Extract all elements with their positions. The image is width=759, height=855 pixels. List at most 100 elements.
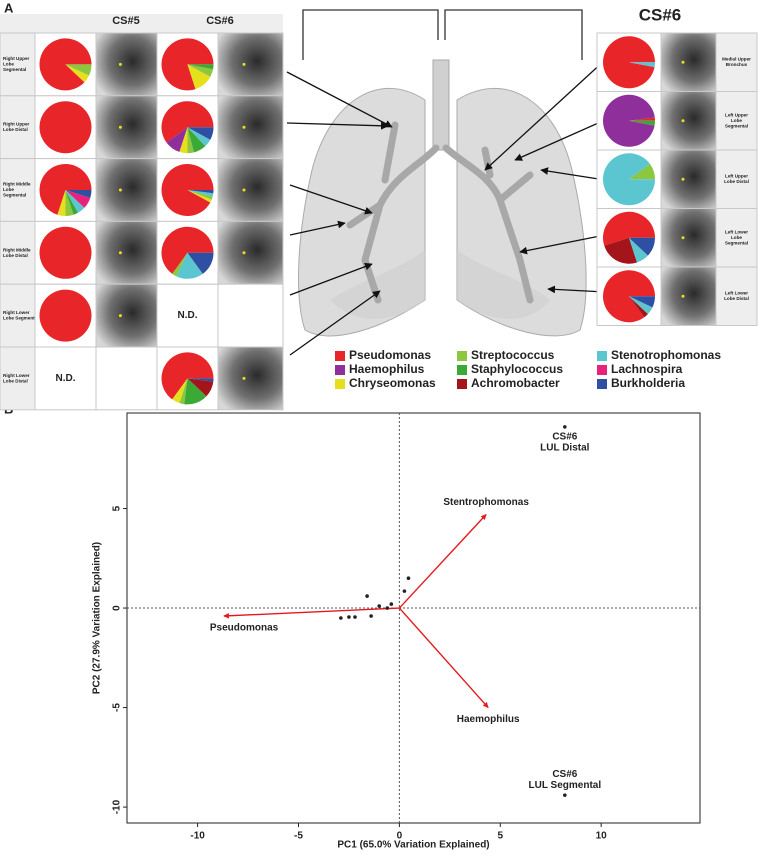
sample-point (339, 616, 343, 620)
pie-slice (176, 252, 203, 279)
loading-label: Haemophilus (457, 714, 520, 725)
point-label: LUL Segmental (529, 780, 602, 791)
pie-slice (187, 64, 214, 70)
row-label: Segmental (3, 67, 26, 72)
legend-label: Chryseomonas (349, 376, 436, 390)
pie-slice (65, 190, 92, 199)
row-label: Lobe Distal (724, 179, 749, 184)
pie-slice (187, 127, 214, 140)
loading-arrow (398, 607, 489, 709)
legend-swatch (597, 365, 607, 375)
legend-label: Lachnospira (611, 362, 683, 376)
label-cell (715, 32, 758, 92)
x-tick-label: 0 (397, 831, 403, 842)
header-band (0, 14, 283, 33)
ct-spot (242, 376, 246, 380)
column-header: CS#5 (112, 15, 140, 27)
row-label: Segmental (725, 240, 748, 245)
pie-slice (161, 226, 214, 274)
row-label: Lobe Distal (3, 378, 28, 383)
pie-slice (39, 226, 92, 279)
loading-arrow (398, 514, 487, 609)
cell (95, 346, 158, 411)
ct-spot (681, 294, 685, 298)
column-header: CS#6 (639, 5, 682, 24)
ct-image (217, 220, 284, 285)
pie-slice (39, 38, 92, 91)
pie-slice (65, 190, 85, 213)
row-label: Right Upper (3, 122, 29, 127)
row-label: Left Upper (725, 112, 748, 117)
pie-slice (187, 64, 214, 77)
label-cell (0, 95, 36, 160)
panel-a: CS#5 CS#6 Right Upper Lobe Segmental Right Up… (0, 5, 758, 411)
ct-spot (118, 125, 122, 129)
ct-image (660, 91, 717, 151)
ct-image (217, 158, 284, 222)
row-label: Lobe Distal (724, 296, 749, 301)
point-label: CS#6 (552, 769, 577, 780)
x-tick-label: -5 (294, 831, 303, 842)
pie-slice (603, 270, 655, 323)
pie-slice (187, 190, 214, 197)
ct-image (95, 32, 158, 97)
x-tick-label: 10 (596, 831, 608, 842)
ct-spot (681, 236, 685, 240)
loading-arrow (223, 607, 400, 619)
y-tick-label: -10 (112, 799, 123, 814)
ct-spot (118, 251, 122, 255)
ct-image (217, 32, 284, 97)
loading-label: Stentrophomonas (443, 497, 529, 508)
y-tick-label: -5 (112, 703, 123, 712)
row-label: Left Lower (725, 229, 748, 234)
legend-label: Stenotrophomonas (611, 348, 721, 362)
x-tick-label: -10 (190, 831, 205, 842)
row-label: Left Upper (725, 174, 748, 179)
pie-slice (161, 352, 214, 400)
label-cell (715, 266, 758, 326)
legend-swatch (457, 365, 467, 375)
sample-point (389, 602, 394, 606)
cell (217, 283, 284, 348)
pie-slice (187, 127, 206, 153)
ct-image (95, 283, 158, 348)
legend-label: Achromobacter (471, 376, 560, 390)
pie-slice (629, 62, 655, 68)
panel-b: -10 -5 0 5 10 -10 -5 0 5 PC1 (65.0% Variation Exp… (92, 412, 701, 851)
pie-slice (187, 190, 212, 203)
pie-slice (629, 296, 653, 315)
pie-slice (172, 378, 188, 404)
ct-image (660, 266, 717, 326)
not-determined: N.D. (56, 373, 76, 384)
x-tick-label: 5 (497, 831, 503, 842)
pie-slice (629, 117, 655, 121)
row-label: Lobe (3, 187, 14, 192)
pie-slice (65, 190, 91, 208)
pie-slice (172, 252, 188, 277)
pie-slice (39, 289, 92, 342)
row-label: Right Lower (3, 310, 30, 315)
pie-slice (629, 237, 655, 256)
pie-slice (39, 101, 92, 154)
ct-spot (242, 251, 246, 255)
y-tick-label: 5 (112, 505, 123, 511)
ct-image (660, 208, 717, 268)
pie-slice (187, 64, 211, 90)
ct-spot (242, 188, 246, 192)
pie-slice (629, 120, 655, 126)
ct-image (95, 220, 158, 285)
y-axis-label: PC2 (27.9% Variation Explained) (92, 542, 103, 694)
column-header: CS#6 (206, 15, 234, 27)
pie-slice (187, 190, 214, 194)
ct-spot (242, 125, 246, 129)
point-label: CS#6 (552, 432, 577, 443)
row-label: Right Middle (3, 247, 31, 252)
pie-slice (629, 163, 655, 180)
row-label: Right Upper (3, 56, 29, 61)
label-cell (715, 91, 758, 151)
sample-point (347, 615, 351, 619)
ct-spot (681, 119, 685, 123)
pie-slice (166, 127, 188, 152)
